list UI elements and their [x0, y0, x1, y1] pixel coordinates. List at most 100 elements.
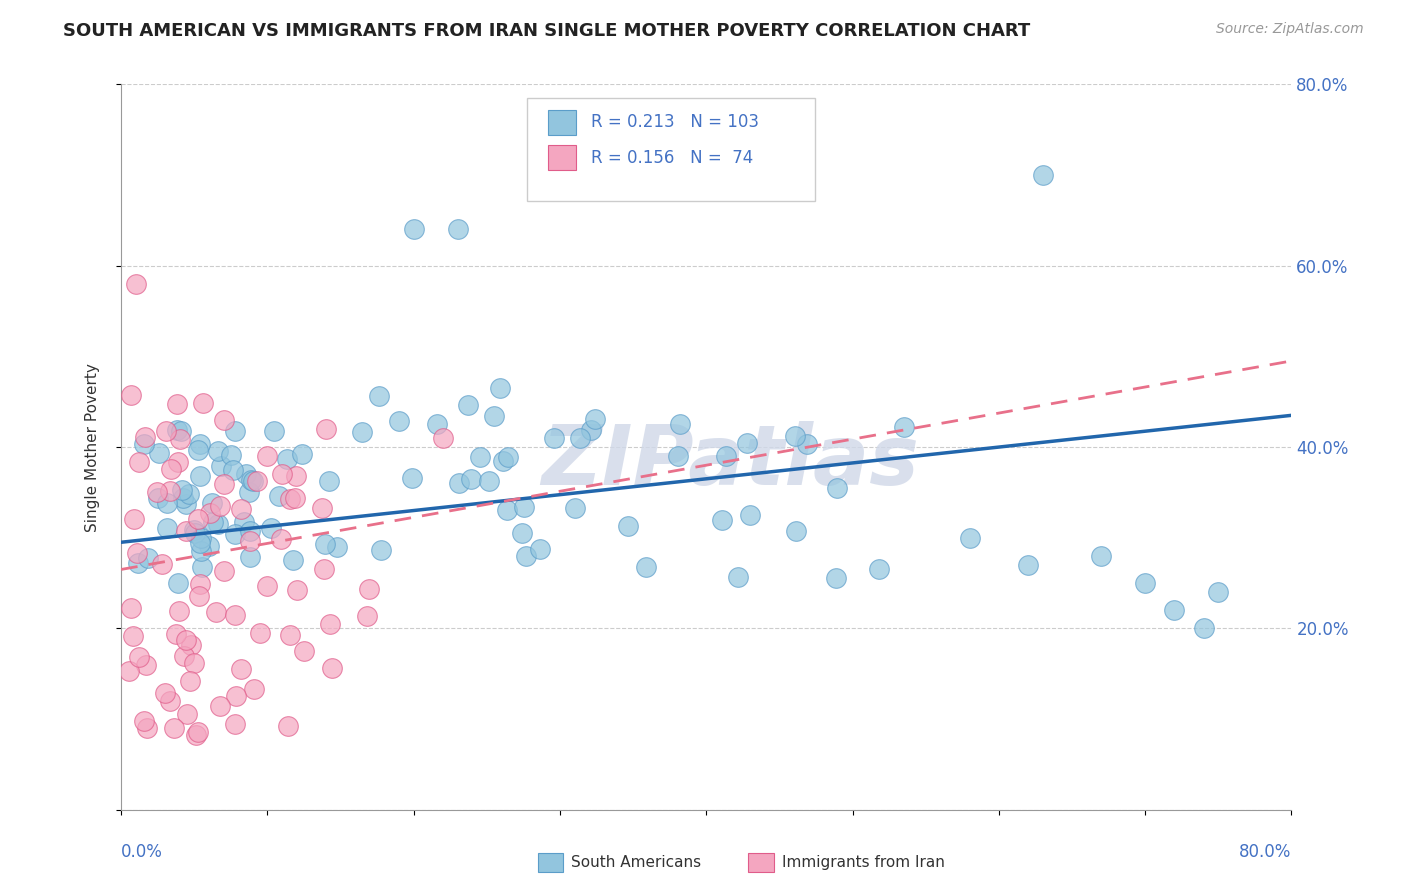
Point	[135, 722, 157, 736]
Point	[224, 424, 246, 438]
Point	[190, 531, 212, 545]
Point	[402, 222, 425, 236]
Point	[176, 524, 198, 539]
Point	[212, 476, 235, 491]
Point	[515, 549, 537, 563]
Point	[224, 527, 246, 541]
Point	[256, 449, 278, 463]
Point	[569, 431, 592, 445]
Point	[510, 526, 533, 541]
Point	[167, 604, 190, 618]
Point	[198, 539, 221, 553]
Point	[229, 662, 252, 676]
Point	[172, 491, 194, 505]
Point	[183, 523, 205, 537]
Point	[187, 512, 209, 526]
Text: South Americans: South Americans	[571, 855, 702, 870]
Point	[785, 524, 807, 538]
Point	[132, 436, 155, 450]
Point	[159, 694, 181, 708]
Point	[893, 420, 915, 434]
Point	[232, 515, 254, 529]
Point	[191, 395, 214, 409]
Point	[468, 450, 491, 464]
Point	[184, 526, 207, 541]
Point	[716, 449, 738, 463]
Point	[492, 453, 515, 467]
Point	[668, 417, 690, 431]
Point	[183, 657, 205, 671]
Point	[207, 516, 229, 531]
Point	[125, 277, 148, 291]
Point	[184, 728, 207, 742]
Point	[285, 583, 308, 598]
Point	[356, 609, 378, 624]
Point	[159, 483, 181, 498]
Point	[224, 608, 246, 623]
Point	[583, 412, 606, 426]
Point	[449, 476, 471, 491]
Point	[314, 537, 336, 551]
Point	[370, 542, 392, 557]
Point	[170, 483, 193, 498]
Point	[188, 437, 211, 451]
Point	[283, 553, 305, 567]
Point	[188, 589, 211, 603]
Text: ZIPatlas: ZIPatlas	[541, 421, 918, 502]
Point	[120, 601, 142, 615]
Point	[796, 437, 818, 451]
Point	[277, 719, 299, 733]
Point	[1192, 621, 1215, 635]
Point	[153, 686, 176, 700]
Point	[457, 398, 479, 412]
Point	[180, 638, 202, 652]
Point	[460, 472, 482, 486]
Point	[191, 559, 214, 574]
Point	[496, 450, 519, 465]
Point	[824, 571, 846, 585]
Point	[825, 481, 848, 495]
Point	[242, 474, 264, 488]
Point	[738, 508, 761, 523]
Point	[235, 467, 257, 482]
Point	[225, 689, 247, 703]
Point	[246, 474, 269, 488]
Point	[284, 469, 307, 483]
Text: Source: ZipAtlas.com: Source: ZipAtlas.com	[1216, 22, 1364, 37]
Point	[239, 549, 262, 564]
Point	[291, 447, 314, 461]
Point	[367, 389, 389, 403]
Point	[239, 534, 262, 549]
Point	[124, 511, 146, 525]
Point	[167, 575, 190, 590]
Point	[432, 431, 454, 445]
Point	[267, 489, 290, 503]
Point	[231, 502, 253, 516]
Point	[207, 444, 229, 458]
Point	[284, 491, 307, 505]
Point	[278, 491, 301, 506]
Point	[482, 409, 505, 424]
Point	[350, 425, 373, 440]
Point	[201, 516, 224, 530]
Point	[169, 432, 191, 446]
Point	[190, 544, 212, 558]
Point	[868, 562, 890, 576]
Point	[166, 397, 188, 411]
Point	[512, 500, 534, 514]
Point	[156, 521, 179, 535]
Point	[134, 430, 156, 444]
Point	[240, 473, 263, 487]
Point	[564, 501, 586, 516]
Point	[496, 503, 519, 517]
Point	[208, 499, 231, 513]
Point	[446, 222, 468, 236]
Point	[212, 564, 235, 578]
Point	[200, 506, 222, 520]
Point	[209, 458, 232, 473]
Point	[208, 698, 231, 713]
Point	[292, 644, 315, 658]
Point	[426, 417, 449, 431]
Point	[173, 648, 195, 663]
Point	[727, 570, 749, 584]
